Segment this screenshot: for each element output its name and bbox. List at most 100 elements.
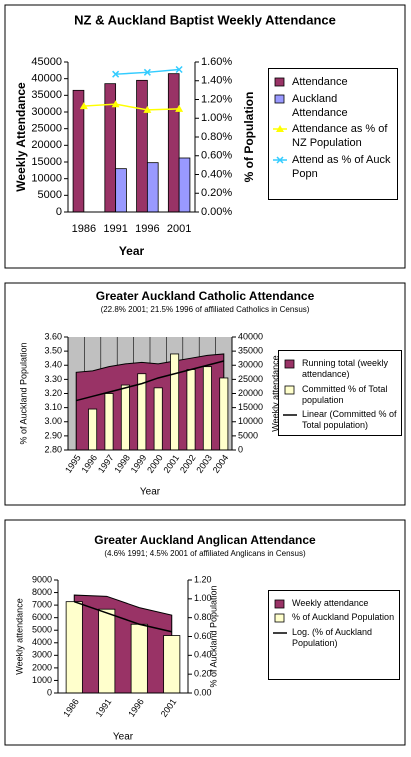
y2-tick-label: 1.20% [201,93,232,105]
y-tick-label: 6000 [32,612,52,622]
y-tick-label: 3.20 [44,388,62,398]
y-tick-label: 2.80 [44,444,62,454]
y-tick-label: 3000 [32,650,52,660]
legend-label: Attendance [292,76,348,88]
y-tick-label: 8000 [32,587,52,597]
bar [163,635,181,694]
chart-title: NZ & Auckland Baptist Weekly Attendance [74,12,336,27]
legend-box [274,77,285,87]
y-tick-label: 5000 [32,625,52,635]
y-tick-label: 30000 [31,106,62,118]
bar [115,168,127,213]
y2-tick-label: 40000 [238,331,263,341]
legend-label: Attend as % of Auck Popn [292,153,391,180]
chart-subtitle: (22.8% 2001; 21.5% 1996 of affiliated Ca… [101,305,310,314]
legend-swatch [273,125,287,133]
legend-swatch [274,77,285,87]
y-axis-title: % of Auckland Population [18,342,28,444]
legend-entry: Weekly attendance [273,598,395,609]
y2-tick-label: 0.00 [194,687,212,697]
y2-tick-label: 0.80% [201,131,232,143]
y2-axis-title: Weekly attendance [270,355,280,431]
bar [120,384,130,451]
legend-swatch [284,359,295,369]
legend-entry: Attendance [273,76,393,90]
bar [186,369,196,451]
y-tick-label: 15000 [31,156,62,168]
legend-entry: Attend as % of Auck Popn [273,154,393,182]
legend-entry: Running total (weekly attendance) [283,358,397,381]
y-tick-label: 2000 [32,662,52,672]
y2-tick-label: 1.20 [194,574,212,584]
legend-swatch [283,414,297,416]
bar [137,373,147,451]
y2-axis-title: % of Auckland Population [208,585,218,687]
y2-tick-label: 1.60% [201,56,232,68]
bar [146,162,159,213]
legend-label: Linear (Committed % of Total population) [302,409,397,431]
y-axis-title: Weekly Attendance [14,82,28,192]
legend-entry: Log. (% of Auckland Population) [273,627,395,650]
x-axis-title: Year [113,732,134,743]
x-axis-title: Year [119,244,145,258]
bar [98,608,116,694]
legend-entry: Linear (Committed % of Total population) [283,409,397,432]
bar [219,377,229,451]
marker [143,68,151,76]
bar [88,408,98,451]
y-tick-label: 45000 [31,56,62,68]
bar [153,387,163,451]
chart-title: Greater Auckland Anglican Attendance [94,533,316,547]
y2-tick-label: 35000 [238,346,263,356]
legend-swatch [274,613,285,623]
x-tick-label: 1986 [72,223,96,235]
legend-label: Weekly attendance [292,598,369,608]
marker [175,65,183,74]
y2-tick-label: 15000 [238,402,263,412]
legend-swatch [273,631,287,634]
bar [170,353,180,451]
y-tick-label: 3.30 [44,374,62,384]
legend-label: % of Auckland Population [292,612,395,623]
legend: Weekly attendance % of Auckland Populatio… [268,590,400,680]
legend-box [274,613,285,623]
y-tick-label: 7000 [32,599,52,609]
y2-tick-label: 0.60% [201,150,232,162]
y-tick-label: 40000 [31,73,62,85]
bar [202,366,212,451]
y-tick-label: 3.10 [44,402,62,412]
legend-swatch [274,94,285,104]
marker [175,104,184,112]
legend-entry: Attendance as % of NZ Population [273,123,393,151]
marker [79,102,88,110]
y-tick-label: 0 [56,206,62,218]
line [74,600,172,633]
y2-axis-title: % of Population [242,92,256,183]
y2-tick-label: 0.80 [194,612,212,622]
legend-marker [276,125,284,133]
legend-swatch [274,599,285,609]
y-tick-label: 0 [47,687,52,697]
legend-box [284,385,295,394]
chart-subtitle: (4.6% 1991; 4.5% 2001 of affiliated Angl… [104,549,306,558]
y2-tick-label: 25000 [238,374,263,384]
y-tick-label: 9000 [32,574,52,584]
legend-box [274,94,285,104]
y2-tick-label: 1.40% [201,75,232,87]
y-tick-label: 25000 [31,123,62,135]
legend-label: Auckland Attendance [292,92,348,119]
y-tick-label: 35000 [31,89,62,101]
x-tick-label: 2001 [167,223,191,235]
legend-label: Running total (weekly attendance) [302,358,389,380]
y-tick-label: 3.00 [44,416,62,426]
y2-tick-label: 10000 [238,416,263,426]
legend-swatch [273,156,287,164]
marker [112,70,120,78]
chart-title: Greater Auckland Catholic Attendance [96,289,315,303]
bar [136,79,148,213]
y-tick-label: 3.40 [44,360,62,370]
y-tick-label: 3.50 [44,346,62,356]
y2-tick-label: 30000 [238,360,263,370]
